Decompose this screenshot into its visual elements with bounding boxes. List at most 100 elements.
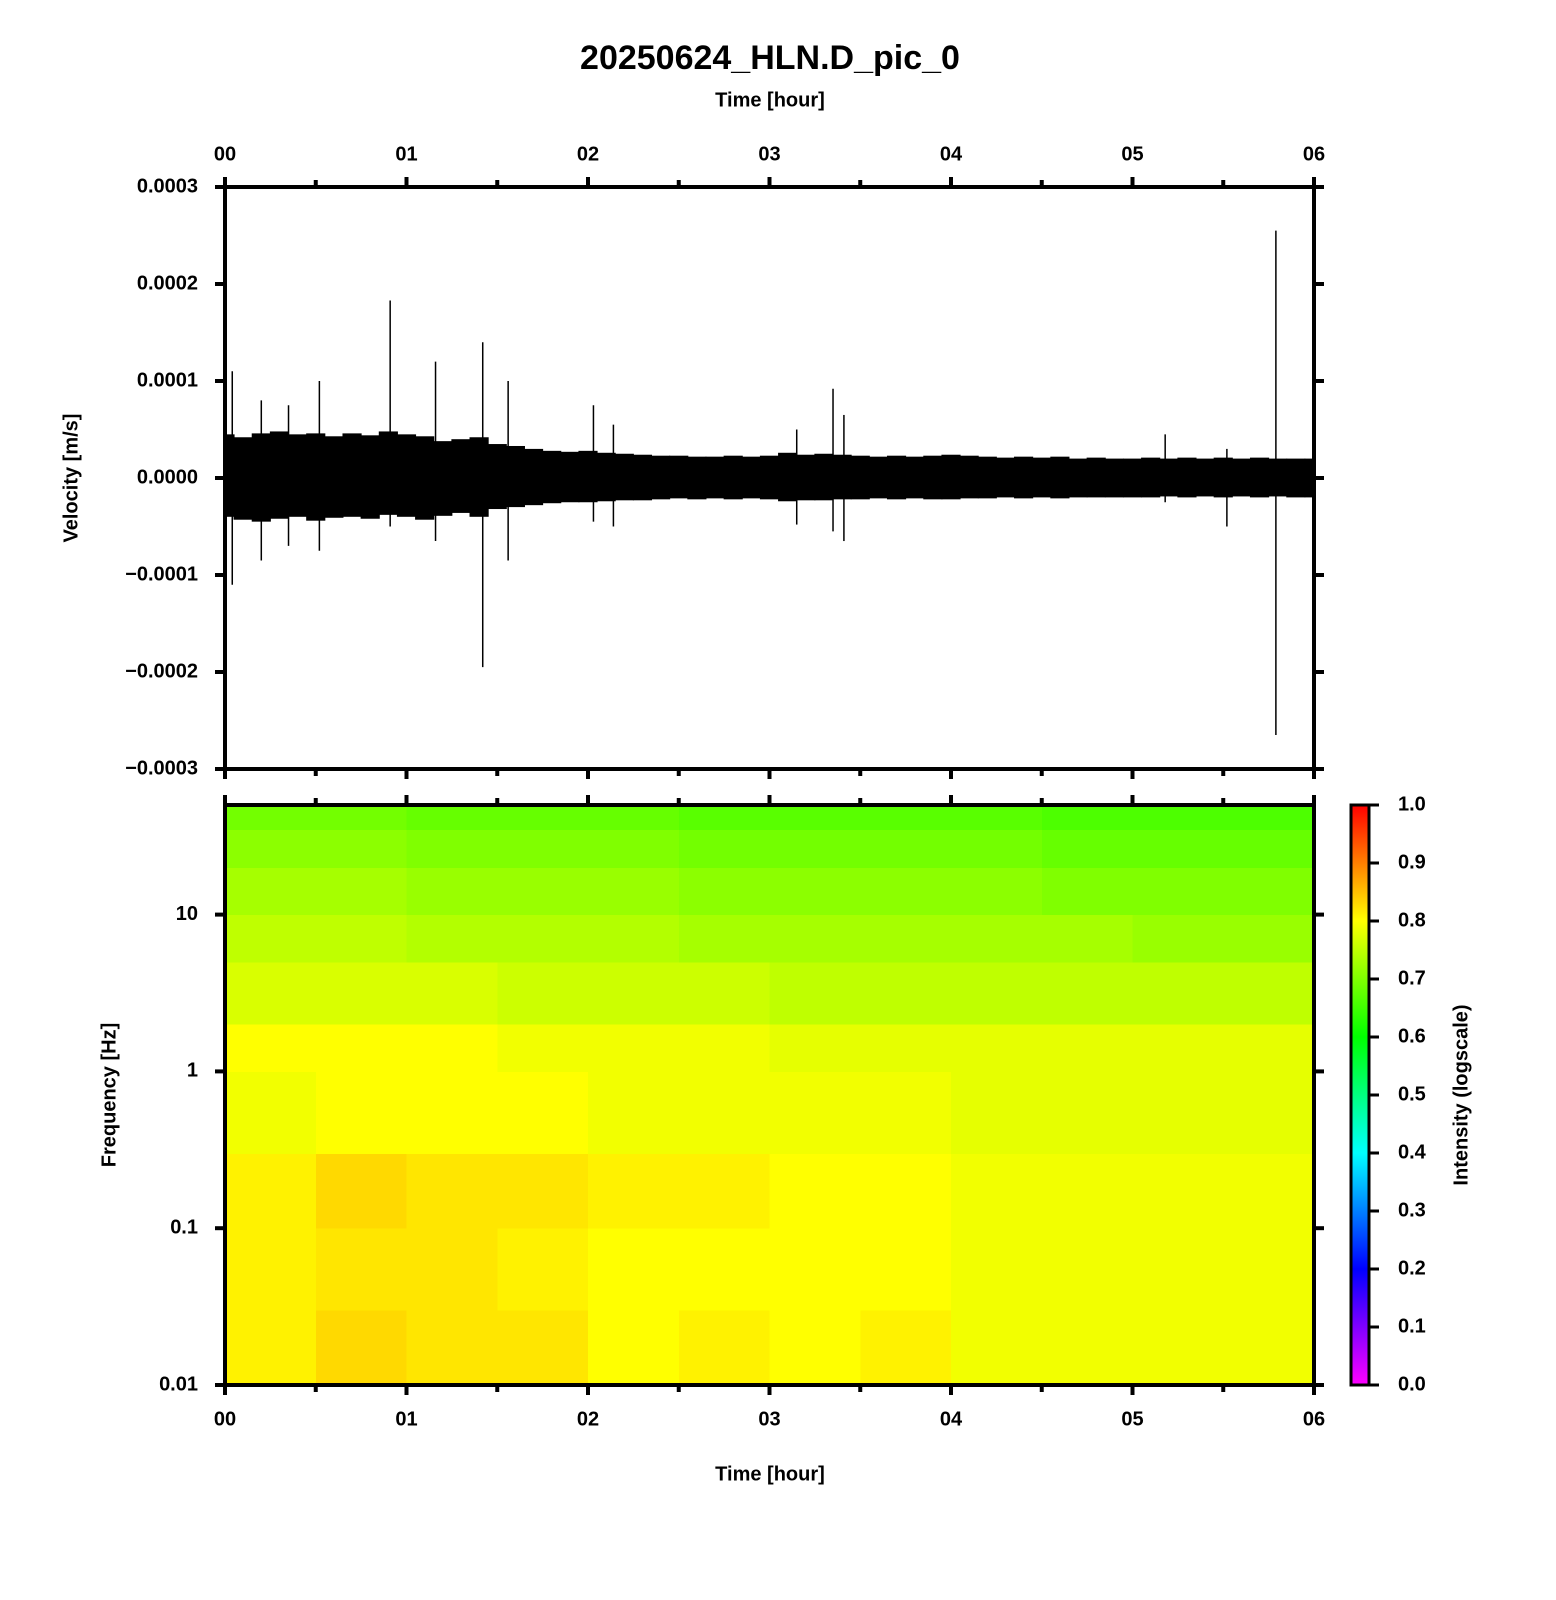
- chart-title: 20250624_HLN.D_pic_0: [580, 39, 960, 77]
- y-tick-label: 0.0002: [137, 272, 198, 294]
- spectrogram-cell: [678, 1228, 770, 1311]
- waveform-envelope: [288, 434, 308, 517]
- spectrogram-cell: [1041, 867, 1133, 916]
- x-tick-label: 02: [577, 143, 599, 165]
- y-tick-label: 10: [176, 903, 198, 925]
- y-tick-label: 0.1: [170, 1216, 198, 1238]
- spectrogram-cell: [315, 1153, 407, 1229]
- x-tick-label: 04: [940, 143, 963, 165]
- waveform-envelope: [941, 454, 961, 500]
- spectrogram-cell: [769, 867, 861, 916]
- waveform-envelope: [433, 441, 453, 516]
- spectrogram-cell: [225, 1228, 317, 1311]
- spectrogram-cell: [225, 1071, 317, 1154]
- x-tick-label: 06: [1303, 1408, 1325, 1430]
- spectrogram-cell: [1041, 1228, 1133, 1311]
- spectrogram-cell: [315, 867, 407, 916]
- waveform-envelope: [505, 445, 525, 508]
- waveform-envelope: [759, 455, 780, 500]
- spectrogram-cell: [406, 961, 498, 1025]
- spectrogram-cell: [769, 1024, 861, 1072]
- waveform-envelope: [669, 455, 689, 499]
- spectrogram-cell: [1132, 961, 1224, 1025]
- colorbar-tick-label: 0.3: [1398, 1199, 1426, 1221]
- spectrogram-cell: [1223, 867, 1314, 916]
- y-tick-label: −0.0001: [125, 563, 198, 585]
- spectrogram-cell: [951, 867, 1043, 916]
- spectrogram-cell: [497, 914, 589, 963]
- y-tick-label: −0.0002: [125, 660, 198, 682]
- colorbar-frame: [1349, 803, 1371, 1387]
- y-axis-label: Velocity [m/s]: [60, 414, 82, 543]
- spectrogram-cell: [951, 1024, 1043, 1072]
- spectrogram-cell: [497, 1310, 589, 1385]
- spectrogram-cell: [497, 829, 589, 868]
- spectrogram-cell: [769, 805, 861, 830]
- colorbar-tick-label: 0.6: [1398, 1025, 1426, 1047]
- spectrogram-cell: [860, 805, 952, 830]
- x-tick-label: 00: [214, 1408, 236, 1430]
- y-tick-label: 0.01: [159, 1373, 198, 1395]
- x-tick-label: 05: [1121, 1408, 1143, 1430]
- x-tick-label: 03: [758, 1408, 780, 1430]
- colorbar-tick-label: 0.7: [1398, 967, 1426, 989]
- spectrogram-cell: [1132, 1310, 1224, 1385]
- y-axis-label: Frequency [Hz]: [98, 1023, 120, 1167]
- waveform-envelope: [378, 431, 398, 515]
- spectrogram-cell: [588, 1228, 680, 1311]
- spectrogram-cell: [1041, 1310, 1133, 1385]
- x-tick-label: 01: [395, 1408, 417, 1430]
- spectrogram-cell: [497, 1153, 589, 1229]
- spectrogram-cell: [1132, 829, 1224, 868]
- waveform-envelope: [415, 436, 435, 520]
- spectrogram-cell: [951, 1228, 1043, 1311]
- spectrogram-cell: [860, 867, 952, 916]
- spectrogram-cell: [1223, 1153, 1314, 1229]
- colorbar-tick-label: 0.2: [1398, 1257, 1426, 1279]
- spectrogram-cell: [406, 1024, 498, 1072]
- waveform-envelope: [923, 455, 943, 500]
- y-tick-label: 0.0001: [137, 369, 198, 391]
- spectrogram-cell: [678, 961, 770, 1025]
- waveform-envelope: [796, 454, 816, 501]
- colorbar-tick-label: 0.4: [1398, 1141, 1427, 1163]
- waveform-envelope: [578, 450, 598, 503]
- waveform-envelope: [832, 454, 852, 500]
- spectrogram-cell: [860, 1024, 952, 1072]
- spectrogram: [225, 805, 1314, 1385]
- spectrogram-cell: [1223, 805, 1314, 830]
- spectrogram-cell: [1132, 1071, 1224, 1154]
- spectrogram-cell: [1041, 1024, 1133, 1072]
- spectrogram-cell: [860, 914, 952, 963]
- spectrogram-cell: [951, 1153, 1043, 1229]
- waveform-envelope: [225, 434, 235, 517]
- spectrogram-cell: [315, 1228, 407, 1311]
- waveform-envelope: [1141, 457, 1161, 498]
- spectrogram-cell: [678, 1310, 770, 1385]
- spectrogram-cell: [860, 829, 952, 868]
- spectrogram-cell: [951, 1310, 1043, 1385]
- waveform-envelope: [451, 439, 471, 513]
- x-tick-label: 03: [758, 143, 780, 165]
- x-tick-label: 01: [395, 143, 417, 165]
- waveform-envelope: [269, 431, 290, 519]
- x-tick-label: 06: [1303, 143, 1325, 165]
- spectrogram-cell: [678, 867, 770, 916]
- spectrogram-cell: [497, 1071, 589, 1154]
- colorbar-label: Intensity (logscale): [1450, 1004, 1472, 1185]
- spectrogram-cell: [769, 961, 861, 1025]
- waveform-envelope: [995, 457, 1016, 498]
- y-tick-label: 1: [187, 1060, 198, 1082]
- waveform-envelope: [396, 434, 417, 517]
- waveform-envelope: [905, 456, 925, 499]
- spectrogram-cell: [1223, 1024, 1314, 1072]
- waveform-envelope: [1122, 458, 1143, 498]
- spectrogram-cell: [406, 829, 498, 868]
- spectrogram-cell: [406, 805, 498, 830]
- spectrogram-cell: [1223, 1310, 1314, 1385]
- spectrogram-cell: [860, 1310, 952, 1385]
- waveform-envelope: [1032, 457, 1052, 498]
- waveform-envelope: [1104, 458, 1124, 498]
- waveform-envelope: [723, 455, 743, 500]
